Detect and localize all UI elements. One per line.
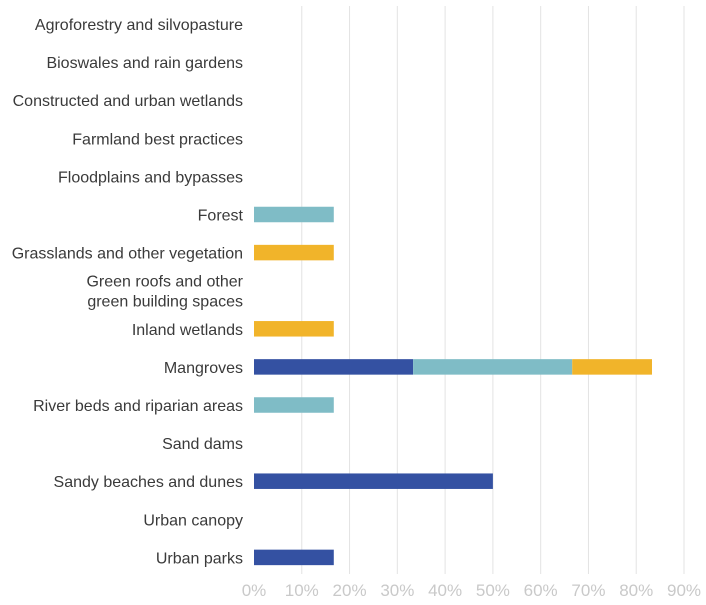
- x-tick-label: 30%: [380, 581, 414, 600]
- x-tick-label: 70%: [571, 581, 605, 600]
- x-tick-label: 10%: [285, 581, 319, 600]
- category-label: Inland wetlands: [132, 322, 243, 339]
- bar-segment: [254, 244, 334, 261]
- bar-segment: [572, 359, 652, 375]
- category-label: Agroforestry and silvopasture: [35, 17, 243, 34]
- x-axis-ticks: 0% 10% 20% 30% 40% 50% 60% 70% 80% 90%: [242, 581, 701, 600]
- bar-segment: [254, 321, 334, 337]
- y-axis-categories: Agroforestry and silvopasture Bioswales a…: [12, 17, 244, 567]
- bar-segment: [254, 206, 334, 223]
- x-tick-label: 0%: [242, 581, 267, 600]
- bar-segment: [254, 397, 334, 413]
- category-label: Constructed and urban wetlands: [13, 93, 243, 110]
- category-label: Farmland best practices: [72, 131, 243, 148]
- category-label: Bioswales and rain gardens: [46, 55, 243, 72]
- category-label: Mangroves: [164, 360, 243, 377]
- category-label: Urban canopy: [143, 512, 243, 529]
- x-tick-label: 90%: [667, 581, 701, 600]
- x-tick-label: 50%: [476, 581, 510, 600]
- category-label: Floodplains and bypasses: [58, 169, 243, 186]
- category-label: River beds and riparian areas: [33, 398, 243, 415]
- category-label: Forest: [198, 208, 244, 225]
- x-tick-label: 40%: [428, 581, 462, 600]
- bar-segment: [254, 549, 334, 566]
- category-label: green building spaces: [87, 294, 243, 311]
- x-tick-label: 60%: [524, 581, 558, 600]
- category-label: Sandy beaches and dunes: [54, 474, 243, 491]
- x-tick-label: 20%: [333, 581, 367, 600]
- category-label: Green roofs and other: [86, 274, 243, 291]
- x-tick-label: 80%: [619, 581, 653, 600]
- bar-segment: [254, 473, 493, 489]
- category-label: Sand dams: [162, 436, 243, 453]
- bars: [254, 206, 652, 566]
- bar-segment: [413, 359, 573, 375]
- gridlines: [301, 6, 685, 574]
- category-label: Grasslands and other vegetation: [12, 246, 243, 263]
- bar-segment: [254, 359, 414, 375]
- category-label: Urban parks: [156, 550, 243, 567]
